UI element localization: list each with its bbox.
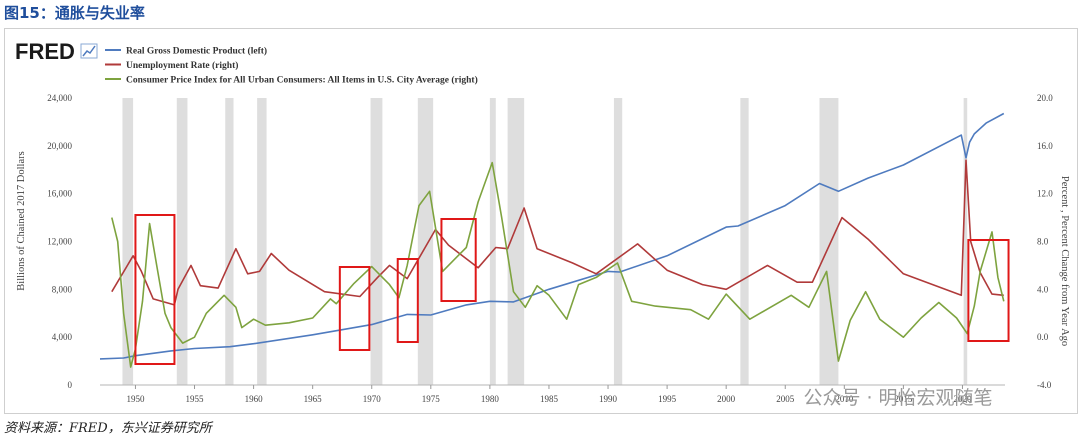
fred-logo-text: FRED bbox=[15, 39, 75, 64]
y-left-tick-label: 16,000 bbox=[47, 189, 72, 199]
y-right-tick-label: 20.0 bbox=[1037, 93, 1053, 103]
series-layer bbox=[99, 112, 1005, 368]
axis-layer: 1950 1955 1960 1965 1970 1975 1980 1985 1990 1995… bbox=[47, 93, 1053, 404]
recession-bar-7 bbox=[507, 98, 525, 385]
recession-bar-1 bbox=[176, 98, 188, 385]
legend: Real Gross Domestic Product (left) Unempl… bbox=[105, 46, 478, 86]
highlight-box-layer bbox=[134, 214, 1010, 365]
x-tick-label: 2005 bbox=[776, 394, 795, 404]
series-line-2 bbox=[111, 161, 1005, 368]
y-axis-left-title: Billions of Chained 2017 Dollars bbox=[16, 151, 27, 290]
figure-title: 图15：通胀与失业率 bbox=[4, 4, 145, 22]
recession-bar-0 bbox=[122, 98, 134, 385]
y-right-tick-label: -4.0 bbox=[1037, 380, 1052, 390]
x-tick-label: 1985 bbox=[540, 394, 559, 404]
x-tick-label: 1970 bbox=[363, 394, 382, 404]
highlight-box-4 bbox=[967, 239, 1010, 342]
x-tick-label: 1960 bbox=[245, 394, 264, 404]
y-left-tick-label: 8,000 bbox=[52, 284, 73, 294]
y-right-tick-label: 16.0 bbox=[1037, 141, 1053, 151]
fred-graph-icon bbox=[80, 43, 98, 59]
highlight-box-0 bbox=[134, 214, 176, 365]
highlight-box-2 bbox=[396, 258, 419, 343]
y-axis-right-title: Percent , Percent Change from Year Ago bbox=[1059, 176, 1070, 346]
legend-label-1: Unemployment Rate (right) bbox=[126, 60, 238, 71]
y-left-tick-label: 4,000 bbox=[52, 332, 73, 342]
watermark-text: 公众号 · 明怡宏观随笔 bbox=[803, 387, 992, 409]
y-left-tick-label: 24,000 bbox=[47, 93, 72, 103]
recession-bar-10 bbox=[819, 98, 839, 385]
recession-bar-5 bbox=[417, 98, 434, 385]
x-tick-label: 2020 bbox=[953, 394, 972, 404]
y-right-tick-label: 4.0 bbox=[1037, 284, 1049, 294]
legend-label-2: Consumer Price Index for All Urban Consu… bbox=[126, 75, 478, 86]
recession-bar-11 bbox=[963, 98, 968, 385]
x-tick-label: 2000 bbox=[717, 394, 736, 404]
fred-logo: FRED bbox=[15, 39, 98, 64]
x-tick-label: 2015 bbox=[894, 394, 913, 404]
series-line-0 bbox=[99, 112, 1005, 360]
chart-svg: 1950 1955 1960 1965 1970 1975 1980 1985 1990 1995… bbox=[15, 39, 1070, 409]
y-right-tick-label: 8.0 bbox=[1037, 237, 1049, 247]
y-left-tick-label: 20,000 bbox=[47, 141, 72, 151]
y-left-tick-label: 0 bbox=[68, 380, 73, 390]
highlight-box-3 bbox=[440, 218, 477, 302]
y-right-tick-label: 0.0 bbox=[1037, 332, 1049, 342]
x-tick-label: 1990 bbox=[599, 394, 618, 404]
recession-bar-2 bbox=[225, 98, 234, 385]
recession-shading-layer bbox=[122, 98, 968, 385]
recession-bar-6 bbox=[489, 98, 496, 385]
y-right-tick-label: 12.0 bbox=[1037, 189, 1053, 199]
recession-bar-9 bbox=[740, 98, 749, 385]
recession-bar-8 bbox=[613, 98, 623, 385]
x-tick-label: 2010 bbox=[835, 394, 854, 404]
x-tick-label: 1975 bbox=[422, 394, 441, 404]
source-note: 资料来源：FRED，东兴证券研究所 bbox=[4, 421, 212, 436]
x-tick-label: 1950 bbox=[126, 394, 145, 404]
x-tick-label: 1980 bbox=[481, 394, 500, 404]
highlight-box-1 bbox=[338, 266, 371, 351]
legend-label-0: Real Gross Domestic Product (left) bbox=[126, 46, 267, 57]
x-tick-label: 1965 bbox=[304, 394, 323, 404]
x-tick-label: 1995 bbox=[658, 394, 677, 404]
series-line-1 bbox=[111, 159, 1004, 306]
x-tick-label: 1955 bbox=[186, 394, 205, 404]
recession-bar-3 bbox=[257, 98, 267, 385]
recession-bar-4 bbox=[370, 98, 383, 385]
y-left-tick-label: 12,000 bbox=[47, 237, 72, 247]
chart-frame: 1950 1955 1960 1965 1970 1975 1980 1985 1990 1995… bbox=[4, 28, 1078, 414]
